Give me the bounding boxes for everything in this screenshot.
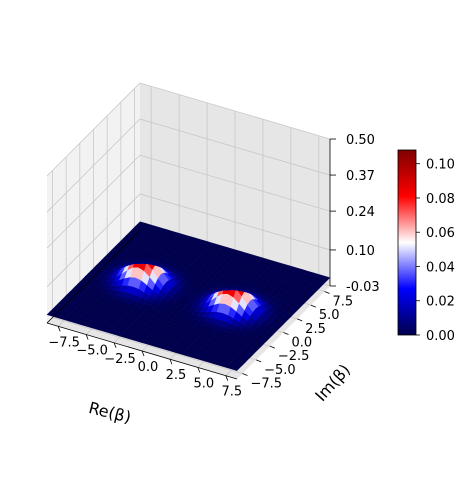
colorbar-tick-label: 0.06 bbox=[426, 226, 455, 241]
gridline-z-left bbox=[46, 82, 141, 177]
colorbar-tick-label: 0.10 bbox=[426, 158, 455, 173]
y-tick-mark bbox=[310, 304, 317, 308]
y-tick-mark bbox=[283, 332, 289, 335]
x-tick-mark bbox=[113, 342, 117, 348]
x-tick-mark bbox=[197, 367, 201, 373]
y-axis-line bbox=[46, 229, 141, 324]
x-tick-mark bbox=[169, 359, 173, 365]
y-tick-mark bbox=[255, 359, 262, 363]
x-tick-label: −2.5 bbox=[104, 352, 136, 367]
z-tick-label: 0.50 bbox=[346, 133, 375, 148]
colorbar: 0.00 0.02 0.04 0.06 0.08 0.10 bbox=[397, 149, 455, 344]
x-tick-mark bbox=[57, 326, 61, 332]
gridline-z-back bbox=[139, 193, 331, 251]
gridline-z-left bbox=[46, 118, 141, 213]
x-tick-label: 0.0 bbox=[138, 360, 159, 375]
z-tick-label: 0.24 bbox=[346, 205, 375, 220]
y-tick-mark bbox=[324, 291, 330, 294]
y-tick-label: 5.0 bbox=[319, 308, 340, 323]
z-tick-label: -0.03 bbox=[346, 280, 380, 295]
y-tick-label: −5.0 bbox=[264, 363, 296, 378]
y-tick-mark bbox=[297, 318, 303, 322]
colorbar-tick-label: 0.08 bbox=[426, 192, 455, 207]
y-tick-mark bbox=[242, 373, 248, 376]
x-tick-mark bbox=[141, 350, 145, 357]
x-tick-label: −5.0 bbox=[76, 344, 108, 359]
z-tick-label: 0.37 bbox=[346, 169, 375, 184]
colorbar-tick-label: 0.04 bbox=[426, 260, 455, 275]
y-tick-label: 0.0 bbox=[292, 336, 313, 351]
y-tick-label: 2.5 bbox=[305, 322, 326, 337]
tick-labels: −7.5−5.0−2.50.02.55.07.5−7.5−5.0−2.50.02… bbox=[48, 133, 379, 400]
surface-patch bbox=[136, 221, 146, 227]
gridline-z-back bbox=[139, 82, 331, 140]
gridline-z-back bbox=[139, 154, 331, 212]
colorbar-gradient bbox=[397, 149, 417, 336]
y-tick-label: −7.5 bbox=[250, 377, 282, 392]
z-tick-label: 0.10 bbox=[346, 244, 375, 259]
x-tick-label: 7.5 bbox=[221, 385, 242, 400]
x-tick-label: 2.5 bbox=[166, 368, 187, 383]
gridline-z-left bbox=[46, 193, 141, 288]
gridline-z-left bbox=[46, 154, 141, 249]
x-tick-mark bbox=[225, 375, 229, 381]
x-tick-mark bbox=[85, 334, 89, 340]
x-axis-label: Re(β) bbox=[87, 398, 133, 427]
colorbar-tick-label: 0.00 bbox=[426, 329, 455, 344]
y-tick-mark bbox=[269, 345, 275, 349]
y-tick-label: 7.5 bbox=[333, 294, 354, 309]
colorbar-tick-label: 0.02 bbox=[426, 295, 455, 310]
gridline-z-back bbox=[139, 118, 331, 176]
x-tick-label: 5.0 bbox=[194, 376, 215, 391]
x-tick-label: −7.5 bbox=[48, 335, 80, 350]
y-axis-label: Im(β) bbox=[311, 360, 354, 405]
y-tick-label: −2.5 bbox=[278, 349, 310, 364]
surface-plot bbox=[46, 221, 331, 371]
